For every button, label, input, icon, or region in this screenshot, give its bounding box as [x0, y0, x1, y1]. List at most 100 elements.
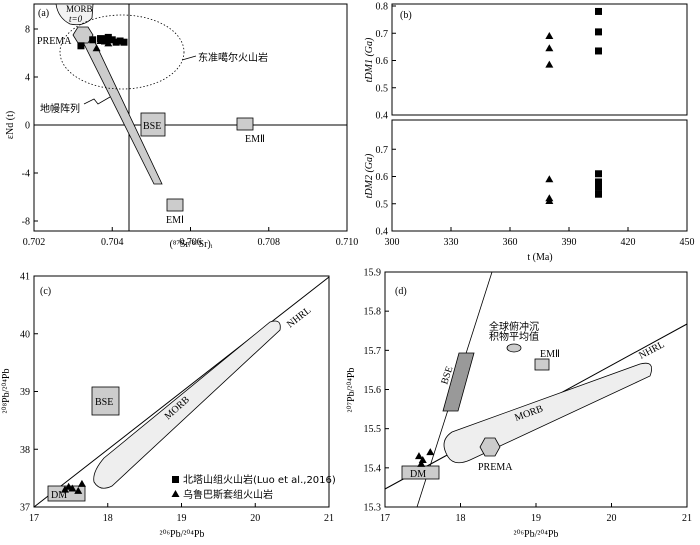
- y-tick-label: 41: [20, 272, 30, 283]
- panel-d-prema-field: [479, 437, 501, 457]
- panel-a-array-pointer: [83, 96, 111, 105]
- y-tick-label: 0.5: [376, 199, 389, 210]
- panel-c-dm-box: [47, 485, 86, 502]
- panel-a-morb-label: MORB: [66, 4, 93, 14]
- panel-a-bse-label: BSE: [143, 121, 161, 132]
- panel-d-em2-box: [534, 358, 550, 371]
- panel-a-mantle-array: [81, 33, 163, 185]
- panel-a-em1-label: EMⅠ: [166, 215, 184, 226]
- data-point-triangle: [545, 60, 554, 68]
- panel-a-prema-label: PREMA: [37, 36, 72, 47]
- panel-b-letter: (b): [400, 10, 412, 21]
- y-tick-label: 0.6: [376, 172, 389, 183]
- data-point-square: [120, 38, 128, 46]
- data-point-triangle: [545, 175, 554, 183]
- x-tick-label: 330: [444, 237, 459, 248]
- panel-d-bse-label: BSE: [439, 365, 455, 386]
- panel-c-x-ticks: 17 18 19 20 21: [29, 503, 334, 524]
- legend-item-1: 北塔山组火山岩(Luo et al.,2016): [183, 473, 336, 486]
- data-point-triangle: [545, 31, 554, 39]
- panel-b-x-label: t (Ma): [527, 252, 552, 263]
- data-point-square: [595, 28, 602, 36]
- y-tick-label: 15.4: [364, 463, 382, 474]
- panel-b-top-frame: [391, 3, 688, 116]
- x-tick-label: 0.702: [23, 237, 46, 248]
- data-point-triangle: [545, 197, 554, 205]
- panel-d-nhrl-label: NHRL: [637, 339, 666, 361]
- x-tick-label: 18: [456, 513, 466, 524]
- data-point-triangle: [77, 479, 86, 487]
- data-point-square: [595, 183, 602, 191]
- y-tick-label: 8: [25, 25, 30, 36]
- x-tick-label: 300: [385, 237, 400, 248]
- panel-a-y-ticks: -8 -4 0 4 8: [22, 25, 38, 228]
- panel-c-nhrl-line: [33, 276, 330, 508]
- panel-c-letter: (c): [40, 286, 51, 297]
- y-tick-label: 15.6: [364, 385, 382, 396]
- data-point-triangle: [96, 37, 105, 44]
- panel-b-x-ticks: 300 330 360 390 420 450: [385, 227, 695, 248]
- y-tick-label: -4: [22, 169, 30, 180]
- data-point-square: [116, 37, 124, 45]
- panel-d-em2-label: EMⅡ: [540, 349, 560, 360]
- x-tick-label: 450: [680, 237, 695, 248]
- data-point-square: [89, 36, 97, 44]
- panel-b-bottom-y-ticks: 0.4 0.5 0.6 0.7: [376, 145, 396, 238]
- panel-c-dm-label: DM: [51, 490, 67, 501]
- x-tick-label: 390: [562, 237, 577, 248]
- data-point-triangle: [104, 39, 113, 47]
- data-point-triangle: [60, 485, 69, 493]
- data-point-square: [595, 190, 602, 198]
- y-tick-label: 39: [20, 387, 30, 398]
- x-tick-label: 19: [177, 513, 187, 524]
- panel-a-em1-box: [166, 198, 184, 212]
- y-tick-label: 0.6: [376, 56, 389, 67]
- x-tick-label: 0.710: [336, 237, 359, 248]
- data-point-triangle: [417, 459, 426, 467]
- panel-a: 0.702 0.704 0.706 0.708 0.710 -8 -4 0 4 8 MORB t…: [5, 3, 359, 250]
- y-tick-label: 0.5: [376, 83, 389, 94]
- legend-triangle-marker: [171, 490, 180, 497]
- y-tick-label: 37: [20, 503, 30, 514]
- legend-square-marker: [172, 476, 179, 483]
- data-point-square: [595, 7, 602, 15]
- y-tick-label: 4: [25, 73, 30, 84]
- y-tick-label: 40: [20, 329, 30, 340]
- data-point-triangle: [545, 44, 554, 52]
- y-tick-label: -8: [22, 217, 30, 228]
- x-tick-label: 18: [103, 513, 113, 524]
- panel-a-prema-field: [72, 26, 94, 44]
- panel-a-bse-box: [140, 112, 166, 137]
- y-tick-label: 0.4: [376, 227, 389, 238]
- x-tick-label: 19: [531, 513, 541, 524]
- y-tick-label: 15.9: [364, 268, 382, 279]
- panel-d-y-label: ²⁰⁷Pb/²⁰⁴Pb: [346, 368, 357, 413]
- panel-b-top-data-points: [545, 7, 602, 68]
- x-tick-label: 20: [250, 513, 260, 524]
- panel-c-nhrl-label: NHRL: [285, 305, 313, 330]
- data-point-square: [112, 38, 120, 46]
- data-point-triangle: [92, 44, 101, 52]
- x-tick-label: 17: [380, 513, 390, 524]
- legend-item-2: 乌鲁巴斯套组火山岩: [183, 488, 273, 501]
- data-point-triangle: [426, 448, 435, 456]
- panel-d-data-points: [414, 448, 435, 467]
- panel-a-volcanic-pointer: [181, 55, 197, 61]
- x-tick-label: 17: [29, 513, 39, 524]
- data-point-triangle: [74, 486, 83, 494]
- panel-c-bse-box: [91, 386, 120, 416]
- panel-d-prema-label: PREMA: [478, 462, 513, 473]
- panel-d-bse-field: [442, 352, 475, 412]
- x-tick-label: 0.706: [179, 237, 202, 248]
- panel-b-bottom-y-label: tDM2 (Ga): [364, 153, 375, 198]
- x-tick-label: 20: [607, 513, 617, 524]
- panel-c-y-ticks: 37 38 39 40 41: [20, 272, 38, 514]
- panel-d-sediment-label-line2: 积物平均值: [489, 330, 539, 343]
- panel-d-x-ticks: 17 18 19 20 21: [380, 503, 692, 524]
- panel-d-dm-label: DM: [410, 469, 426, 480]
- data-point-triangle: [100, 34, 109, 42]
- panel-c-x-label: ²⁰⁶Pb/²⁰⁴Pb: [160, 529, 205, 540]
- y-tick-label: 15.3: [364, 503, 382, 514]
- data-point-square: [595, 170, 602, 178]
